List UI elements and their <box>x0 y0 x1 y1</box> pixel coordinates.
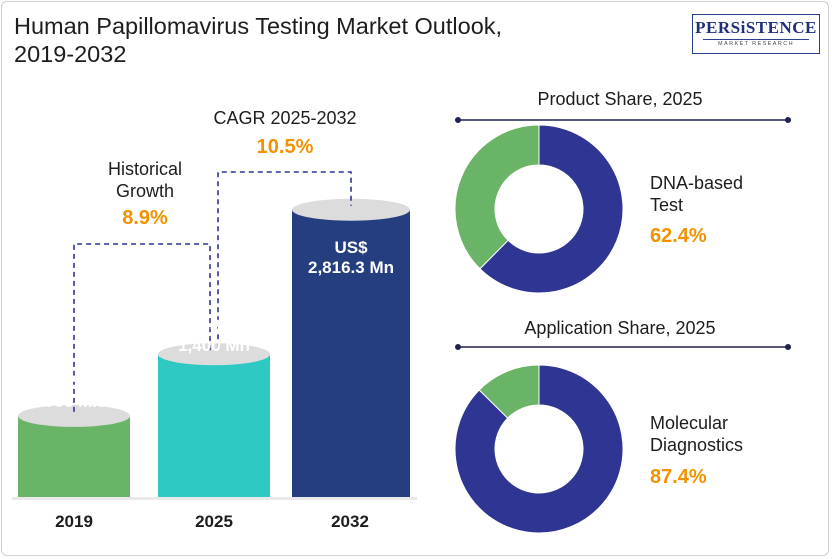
page-title: Human Papillomavirus Testing Market Outl… <box>14 12 634 68</box>
logo-wordmark: PERSiSTENCE <box>695 18 817 37</box>
molecular-diagnostics-value: 87.4% <box>650 466 707 488</box>
donut-slice-molecular-diagnostics <box>454 364 624 534</box>
dna-test-value: 62.4% <box>650 225 707 247</box>
cagr-connector <box>217 171 352 349</box>
bar-value-amount-2019: 795 Mn <box>45 392 103 411</box>
bar-2019 <box>18 404 130 497</box>
historical-growth-connector <box>73 243 211 412</box>
bar-value-label-2032: US$ 2,816.3 Mn <box>290 238 412 278</box>
molecular-diagnostics-label-line-1: Molecular <box>650 413 729 433</box>
share-donut-charts <box>454 117 791 534</box>
bar-value-label-2019: US$ 795 Mn <box>18 372 130 412</box>
cagr-value: 10.5% <box>256 136 314 158</box>
persistence-logo: PERSiSTENCE MARKET RESEARCH <box>692 14 820 54</box>
product-share-divider <box>455 117 791 123</box>
x-tick-2019: 2019 <box>55 512 93 531</box>
x-tick-2025: 2025 <box>195 512 233 531</box>
historical-growth-label-2: Growth <box>115 181 175 201</box>
donut-slice-product-other <box>454 124 540 270</box>
logo-tagline: MARKET RESEARCH <box>703 39 809 48</box>
bar-value-amount-2032: 2,816.3 Mn <box>308 258 394 277</box>
bar-value-amount-2025: 1,400 Mn <box>178 336 250 355</box>
bar-value-currency-2025: US$ <box>197 316 231 335</box>
bar-value-currency-2019: US$ <box>57 372 91 391</box>
title-line-1: Human Papillomavirus Testing Market Outl… <box>14 13 503 39</box>
molecular-diagnostics-label: Molecular Diagnostics <box>650 412 743 456</box>
bar-baseline <box>12 497 417 500</box>
dna-test-label: DNA-based Test <box>650 172 743 216</box>
historical-growth-label-1: Historical <box>107 159 182 179</box>
product-share-title: Product Share, 2025 <box>537 89 703 109</box>
donut-slice-application-other <box>478 364 540 419</box>
cagr-label: CAGR 2025-2032 <box>213 108 357 128</box>
historical-growth-annotation: Historical Growth 8.9% <box>80 158 210 230</box>
historical-growth-value: 8.9% <box>122 207 168 229</box>
dna-test-label-line-2: Test <box>650 195 684 215</box>
bar-value-label-2025: US$ 1,400 Mn <box>158 316 270 356</box>
application-share-divider <box>455 344 791 350</box>
bar-value-currency-2032: US$ <box>334 238 368 257</box>
market-size-bar-chart <box>12 171 417 500</box>
application-share-title: Application Share, 2025 <box>524 318 716 338</box>
bar-2025 <box>158 343 270 497</box>
title-line-2: 2019-2032 <box>14 41 127 67</box>
donut-slice-dna-based-test <box>479 124 624 294</box>
x-tick-2032: 2032 <box>331 512 369 531</box>
bar-2032 <box>292 198 410 497</box>
dna-test-label-line-1: DNA-based <box>650 173 744 193</box>
molecular-diagnostics-label-line-2: Diagnostics <box>650 435 744 455</box>
cagr-annotation: CAGR 2025-2032 10.5% <box>200 107 370 159</box>
